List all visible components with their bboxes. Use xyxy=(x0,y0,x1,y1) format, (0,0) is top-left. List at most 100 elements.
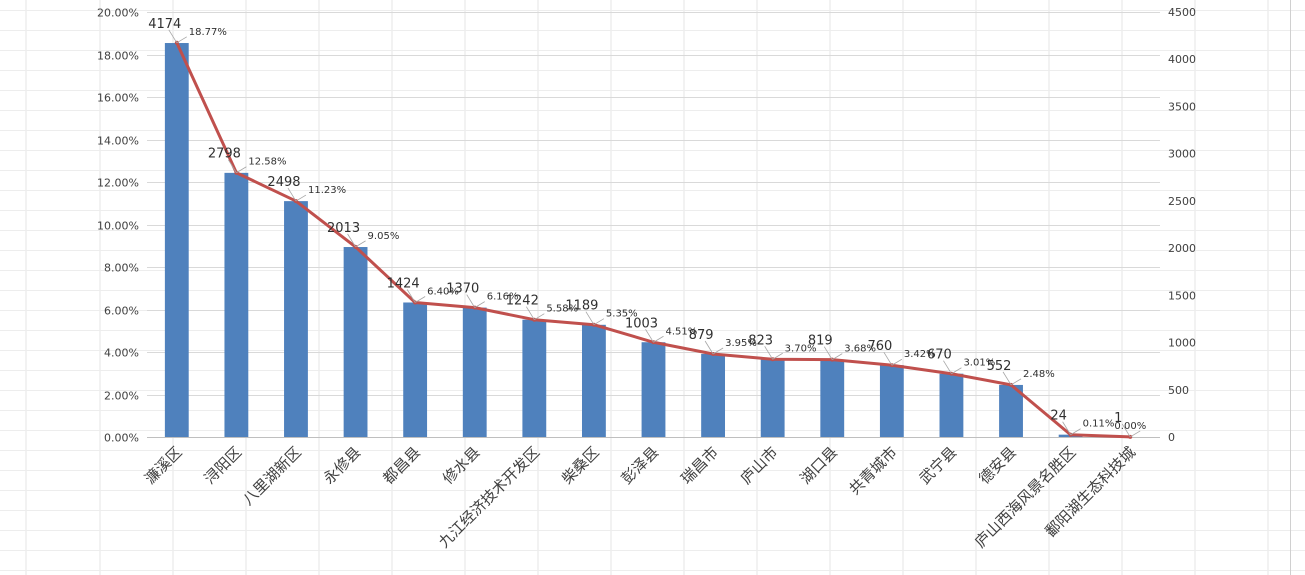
x-category-label: 武宁县 xyxy=(916,443,961,488)
percent-leader-line xyxy=(1010,378,1022,386)
percent-leader-line xyxy=(772,352,783,360)
count-leader-line xyxy=(287,187,297,202)
bar xyxy=(284,201,308,437)
bar xyxy=(701,353,726,437)
count-data-label: 2013 xyxy=(327,221,360,236)
count-leader-line xyxy=(1062,421,1071,435)
x-category-label: 柴桑区 xyxy=(558,443,603,488)
percent-data-label: 4.51% xyxy=(666,326,698,337)
bar xyxy=(403,302,428,437)
y-left-tick-label: 12.00% xyxy=(97,177,139,190)
count-data-label: 819 xyxy=(808,334,833,349)
percent-data-label: 0.00% xyxy=(1114,421,1146,432)
y-right-tick-label: 4500 xyxy=(1168,6,1196,19)
count-leader-line xyxy=(1002,371,1012,386)
count-data-label: 24 xyxy=(1050,409,1067,424)
percent-data-label: 6.40% xyxy=(427,287,459,298)
percent-data-label: 3.70% xyxy=(785,343,817,354)
count-data-label: 1003 xyxy=(625,316,658,331)
y-left-tick-label: 2.00% xyxy=(104,390,139,403)
percent-data-label: 2.48% xyxy=(1023,369,1055,380)
bar xyxy=(343,247,368,437)
count-data-label: 1 xyxy=(1114,411,1122,426)
percent-leader-line xyxy=(534,313,545,321)
x-category-label: 彭泽县 xyxy=(618,443,663,488)
y-right-tick-label: 2000 xyxy=(1168,242,1196,255)
percent-leader-line xyxy=(832,353,843,360)
x-category-label: 濂溪区 xyxy=(141,443,186,488)
percent-data-label: 3.01% xyxy=(963,358,995,369)
bar xyxy=(879,365,904,437)
y-right-tick-label: 4000 xyxy=(1168,53,1196,66)
y-right-tick-label: 3000 xyxy=(1168,148,1196,161)
x-category-label: 湖口县 xyxy=(797,443,842,488)
bar xyxy=(939,373,964,437)
bar xyxy=(641,342,666,437)
count-leader-line xyxy=(764,346,774,360)
percent-leader-line xyxy=(891,358,903,366)
x-category-label: 永修县 xyxy=(320,443,365,488)
count-data-label: 760 xyxy=(867,339,892,354)
percent-data-label: 5.58% xyxy=(546,304,578,315)
count-leader-line xyxy=(704,340,714,355)
count-data-label: 4174 xyxy=(148,17,181,32)
percent-leader-line xyxy=(1130,430,1141,438)
percent-leader-line xyxy=(951,367,962,375)
percent-data-label: 18.77% xyxy=(189,27,227,38)
count-leader-line xyxy=(1121,423,1131,438)
count-leader-line xyxy=(645,329,654,343)
count-leader-line xyxy=(943,360,952,374)
count-data-label: 2798 xyxy=(208,147,241,162)
y-left-tick-label: 10.00% xyxy=(97,220,139,233)
percent-data-label: 3.95% xyxy=(725,338,757,349)
x-category-label: 都昌县 xyxy=(379,443,424,488)
count-leader-line xyxy=(883,352,893,366)
count-leader-line xyxy=(228,159,237,173)
percent-leader-line xyxy=(295,194,307,202)
x-category-label: 九江经济技术开发区 xyxy=(435,443,543,551)
x-category-label: 庐山市 xyxy=(737,443,782,488)
count-data-label: 1242 xyxy=(506,294,539,309)
count-data-label: 1370 xyxy=(446,282,479,297)
percent-leader-line xyxy=(1070,428,1081,436)
percent-data-label: 0.11% xyxy=(1083,419,1115,430)
count-leader-line xyxy=(585,311,595,325)
y-left-tick-label: 0.00% xyxy=(104,432,139,445)
count-data-label: 1424 xyxy=(387,277,420,292)
percent-data-label: 5.35% xyxy=(606,309,638,320)
y-right-tick-label: 1500 xyxy=(1168,289,1196,302)
count-leader-line xyxy=(823,346,833,360)
y-right-tick-label: 2500 xyxy=(1168,195,1196,208)
count-data-label: 2498 xyxy=(267,175,300,190)
percent-leader-line xyxy=(474,301,485,308)
bar xyxy=(462,307,487,437)
count-leader-line xyxy=(168,29,178,43)
y-left-tick-label: 6.00% xyxy=(104,305,139,318)
bar xyxy=(820,359,845,437)
x-category-label: 共青城市 xyxy=(846,443,901,498)
percent-leader-line xyxy=(712,347,724,355)
count-data-label: 670 xyxy=(927,348,952,363)
y-left-tick-label: 8.00% xyxy=(104,262,139,275)
count-data-label: 552 xyxy=(987,359,1012,374)
bar xyxy=(760,359,785,437)
bar xyxy=(999,384,1023,437)
x-category-label: 八里湖新区 xyxy=(239,443,305,509)
x-category-label: 修水县 xyxy=(439,443,484,488)
bar xyxy=(522,319,547,437)
y-left-tick-label: 4.00% xyxy=(104,347,139,360)
percent-data-label: 12.58% xyxy=(248,157,286,168)
y-right-tick-label: 0 xyxy=(1168,431,1175,444)
percent-leader-line xyxy=(236,166,247,174)
percent-leader-line xyxy=(355,240,366,248)
x-category-label: 庐山西海风景名胜区 xyxy=(971,443,1079,551)
y-left-tick-label: 16.00% xyxy=(97,92,139,105)
percent-data-label: 6.16% xyxy=(487,292,519,303)
percent-data-label: 11.23% xyxy=(308,185,346,196)
x-category-label: 浔阳区 xyxy=(201,443,246,488)
y-right-tick-label: 500 xyxy=(1168,384,1189,397)
bar xyxy=(581,324,606,437)
